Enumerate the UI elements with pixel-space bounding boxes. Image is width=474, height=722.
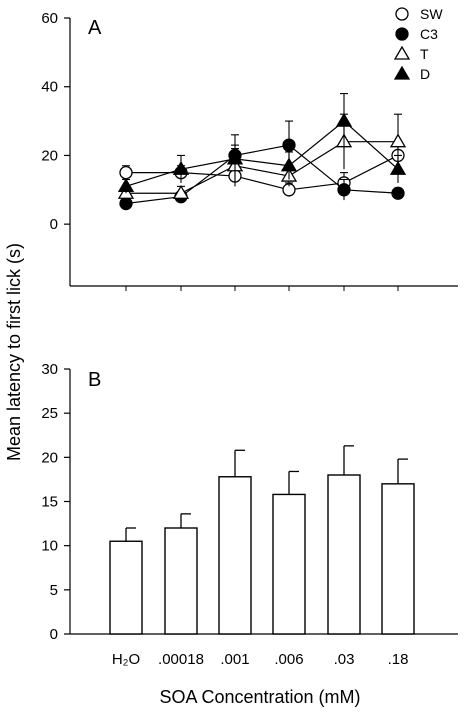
bar — [272, 493, 306, 635]
legend-marker-d — [393, 65, 411, 80]
panel-b-y-tick-label: 0 — [50, 626, 58, 643]
series-c3-line — [125, 144, 399, 205]
x-tick-label: .006 — [274, 651, 303, 668]
panel-a-y-tick-label: 0 — [50, 216, 58, 233]
x-tick-label: H₂O — [112, 651, 140, 668]
panel-b-y-tick-label: 15 — [41, 494, 58, 511]
legend-marker-sw — [395, 7, 409, 21]
series-c3 — [119, 120, 405, 211]
panel-b-y-tick-label: 20 — [41, 449, 58, 466]
bar — [327, 474, 361, 635]
legend-marker-c3 — [395, 27, 409, 41]
panel-b-y-tick-label: 10 — [41, 538, 58, 555]
series-d-point — [117, 178, 135, 193]
x-axis-label: SOA Concentration (mM) — [159, 687, 360, 707]
bar — [109, 540, 143, 635]
panel-b-label: B — [88, 369, 101, 391]
panel-b-chart: B 0 5 10 15 20 25 30 H₂O .00018 .001 .006 .03 .18 — [41, 361, 458, 668]
series-d-line — [125, 120, 399, 187]
bar-group — [272, 470, 306, 635]
series-d-point — [280, 157, 298, 172]
legend-label-sw: SW — [420, 6, 443, 22]
series-sw-line — [126, 154, 399, 191]
panel-b-y-tick-label: 25 — [41, 405, 58, 422]
legend-label-t: T — [420, 46, 429, 62]
panel-a-y-tick-label: 60 — [41, 10, 58, 27]
series-c3-point — [391, 186, 405, 200]
legend-label-d: D — [420, 66, 430, 82]
bar-group — [381, 458, 415, 635]
series-t-line — [126, 141, 398, 194]
series-c3-point — [337, 183, 351, 197]
x-tick-label: .00018 — [158, 651, 204, 668]
panel-b-y-tick-label: 30 — [41, 361, 58, 378]
panel-b-y-tick-label: 5 — [50, 582, 58, 599]
bar — [381, 483, 415, 635]
panel-a-label: A — [88, 17, 102, 39]
panel-a-chart: A 0 20 40 60 SW C3 TD — [41, 6, 458, 291]
bar-group — [218, 449, 252, 635]
series-d-point — [172, 160, 190, 175]
x-tick-label: .001 — [220, 651, 249, 668]
legend-label-c3: C3 — [420, 26, 438, 42]
y-axis-label: Mean latency to first lick (s) — [4, 243, 24, 461]
series-d-point — [335, 112, 353, 127]
series-d-point — [226, 150, 244, 165]
panel-a-y-tick-label: 40 — [41, 79, 58, 96]
bar-group — [164, 513, 198, 635]
bar — [218, 476, 252, 635]
series-t — [117, 113, 407, 201]
panel-a-y-tick-label: 20 — [41, 147, 58, 164]
series-c3-point — [282, 138, 296, 152]
series-t-point — [389, 133, 407, 148]
series-sw-point — [119, 165, 133, 180]
series-d-point — [389, 160, 407, 175]
legend-marker-t — [393, 45, 411, 60]
bar — [164, 527, 198, 635]
series-d — [117, 93, 407, 194]
bar-group — [109, 527, 143, 635]
x-tick-label: .18 — [388, 651, 409, 668]
series-t-point — [172, 184, 190, 199]
x-tick-label: .03 — [334, 651, 355, 668]
bar-group — [327, 445, 361, 635]
